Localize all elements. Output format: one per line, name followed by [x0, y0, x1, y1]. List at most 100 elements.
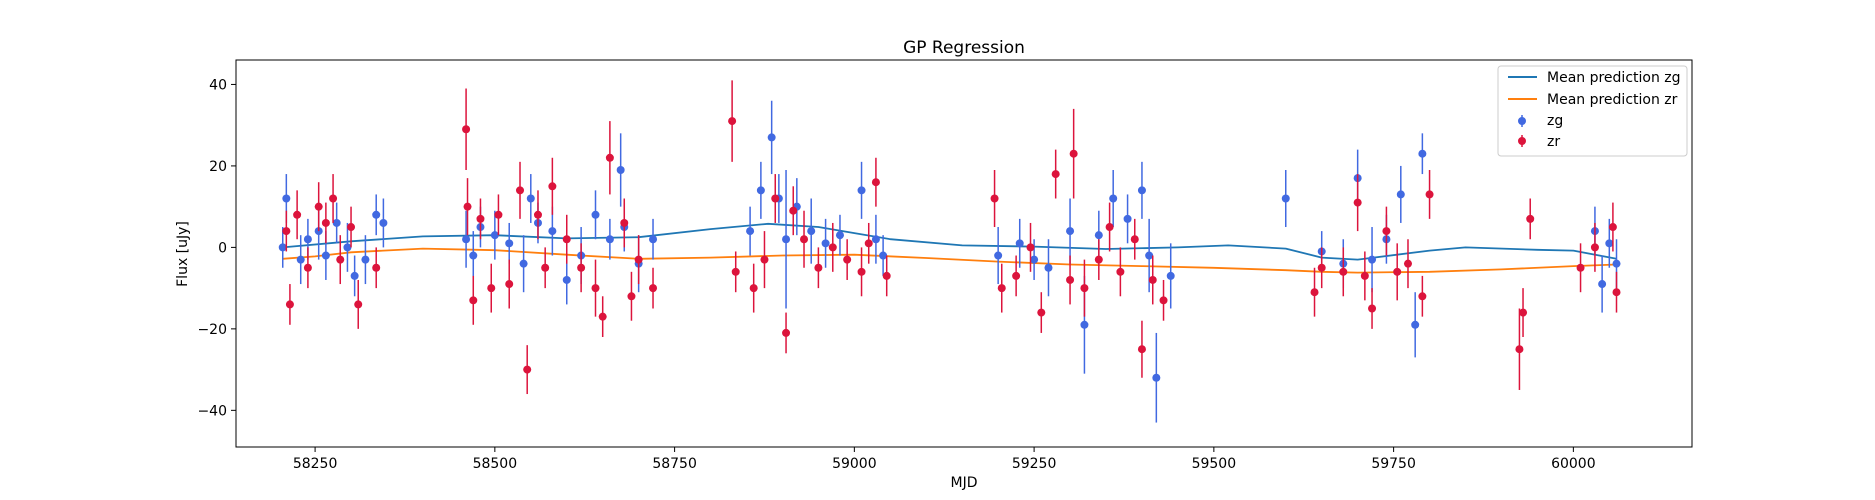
- point-zg: [1123, 194, 1132, 244]
- marker-zg: [835, 231, 844, 240]
- point-zg: [1418, 133, 1427, 175]
- observation-points: [278, 80, 1621, 423]
- point-zr: [1368, 288, 1377, 329]
- point-zg: [767, 100, 776, 175]
- marker-zr: [1526, 214, 1535, 223]
- point-zr: [864, 222, 873, 264]
- point-zr: [354, 279, 363, 329]
- point-zg: [1281, 169, 1290, 228]
- point-zg: [857, 161, 866, 219]
- marker-zg: [1152, 373, 1161, 382]
- marker-zr: [800, 235, 809, 244]
- y-tick-label: 0: [218, 240, 227, 256]
- marker-zr: [1159, 296, 1168, 305]
- marker-zr: [548, 182, 557, 191]
- marker-zr: [749, 284, 758, 293]
- marker-zg: [1109, 194, 1118, 203]
- point-zr: [1382, 206, 1391, 256]
- legend-marker-zg: [1518, 115, 1526, 127]
- marker-zr: [1519, 308, 1528, 317]
- marker-zg: [1411, 320, 1420, 329]
- marker-zr: [372, 263, 381, 272]
- marker-zr: [771, 194, 780, 203]
- marker-zg: [372, 210, 381, 219]
- point-zg: [591, 190, 600, 240]
- marker-zr: [728, 117, 737, 126]
- y-tick-label: −20: [197, 322, 227, 338]
- marker-zg: [321, 251, 330, 260]
- marker-zg: [1015, 239, 1024, 248]
- point-zr: [871, 157, 880, 207]
- marker-zr: [620, 218, 629, 227]
- point-zr: [771, 174, 780, 223]
- marker-zg: [332, 218, 341, 227]
- y-axis-ticks: −40 −20 0 20 40: [197, 77, 236, 419]
- point-zr: [1339, 247, 1348, 297]
- point-zg: [616, 133, 625, 207]
- point-zr: [1393, 243, 1402, 301]
- marker-zg: [767, 133, 776, 142]
- y-tick-label: −40: [197, 403, 227, 419]
- point-zr: [1590, 222, 1599, 272]
- marker-zr: [1418, 292, 1427, 301]
- marker-zg: [1066, 227, 1075, 236]
- marker-zr: [505, 280, 514, 289]
- marker-zr: [533, 210, 542, 219]
- point-zr: [789, 186, 798, 236]
- point-zr: [1094, 239, 1103, 280]
- marker-zr: [871, 178, 880, 187]
- marker-zg: [1418, 149, 1427, 158]
- point-zg: [519, 235, 528, 293]
- marker-zr: [516, 186, 525, 195]
- marker-zr: [598, 312, 607, 321]
- marker-zg: [994, 251, 1003, 260]
- marker-zr: [1130, 235, 1139, 244]
- marker-zg: [1612, 259, 1621, 268]
- point-zg: [1044, 239, 1053, 297]
- legend-label-zr: zr: [1547, 134, 1560, 150]
- point-zr: [541, 247, 550, 289]
- x-tick-label: 59000: [832, 456, 877, 472]
- point-zr: [1012, 255, 1021, 297]
- marker-zg: [490, 231, 499, 240]
- x-tick-label: 58250: [293, 456, 338, 472]
- point-zr: [749, 263, 758, 313]
- marker-zg: [1396, 190, 1405, 199]
- marker-zr: [1360, 271, 1369, 280]
- point-zr: [523, 345, 532, 395]
- point-zg: [835, 214, 844, 256]
- point-zr: [314, 182, 323, 232]
- point-zr: [372, 247, 381, 289]
- point-zg: [343, 222, 352, 272]
- x-tick-label: 59250: [1012, 456, 1057, 472]
- point-zr: [494, 194, 503, 236]
- marker-zr: [293, 210, 302, 219]
- legend-label-zr-line: Mean prediction zr: [1547, 92, 1678, 108]
- point-zr: [516, 161, 525, 219]
- marker-zr: [494, 210, 503, 219]
- marker-zr: [577, 263, 586, 272]
- point-zr: [487, 263, 496, 313]
- point-zr: [282, 210, 291, 252]
- point-zr: [828, 222, 837, 272]
- marker-zg: [857, 186, 866, 195]
- marker-zg: [1598, 280, 1607, 289]
- x-tick-label: 59500: [1192, 456, 1237, 472]
- point-zr: [505, 259, 514, 309]
- point-zg: [1368, 227, 1377, 293]
- point-zr: [303, 247, 312, 289]
- marker-zr: [1576, 263, 1585, 272]
- point-zr: [1069, 108, 1078, 199]
- marker-zg: [505, 239, 514, 248]
- marker-zr: [731, 267, 740, 276]
- point-zr: [598, 296, 607, 338]
- point-zr: [347, 206, 356, 248]
- marker-zg: [756, 186, 765, 195]
- point-zr: [462, 88, 471, 170]
- marker-zg: [296, 255, 305, 264]
- point-zr: [533, 190, 542, 240]
- legend-marker-dot: [1518, 137, 1526, 145]
- point-zg: [1066, 198, 1075, 264]
- point-zr: [1105, 202, 1114, 252]
- legend: Mean prediction zg Mean prediction zr zg…: [1497, 65, 1688, 157]
